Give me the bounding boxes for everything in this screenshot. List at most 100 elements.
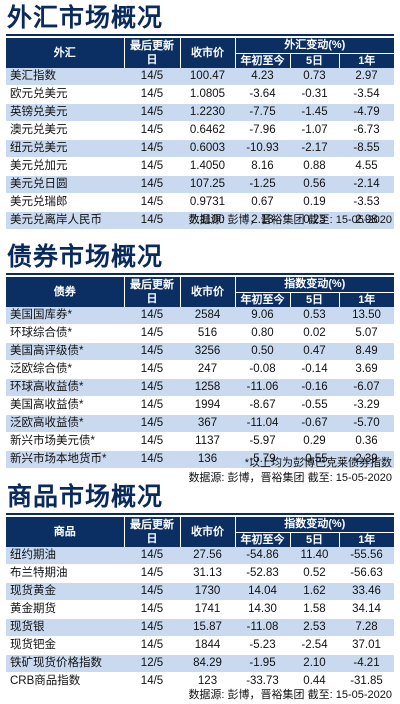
bond-row-close: 247 bbox=[180, 360, 235, 379]
fx-row-close: 1.2230 bbox=[180, 103, 235, 122]
commodity-row-ytd: -52.83 bbox=[235, 564, 290, 583]
fx-header-ytd: 年初至今 bbox=[235, 52, 291, 68]
commodity-table-row: 现货银 14/5 15.87 -11.08 2.53 7.28 bbox=[6, 618, 395, 637]
fx-row-date: 14/5 bbox=[124, 193, 180, 212]
fx-row-close: 1.4050 bbox=[180, 157, 235, 176]
fx-header-5d: 5日 bbox=[290, 52, 340, 68]
commodity-row-5d: 0.44 bbox=[290, 672, 339, 691]
fx-row-5d: 0.19 bbox=[290, 193, 339, 212]
commodity-row-date: 14/5 bbox=[124, 582, 180, 601]
commodity-row-ytd: -33.73 bbox=[235, 672, 290, 691]
bond-row-1y: 2.39 bbox=[339, 450, 395, 469]
bond-row-date: 14/5 bbox=[124, 414, 180, 433]
bond-row-date: 14/5 bbox=[124, 396, 180, 415]
fx-row-date: 14/5 bbox=[124, 103, 180, 122]
commodity-row-1y: -56.63 bbox=[339, 564, 395, 583]
fx-source: 数据源: 彭博，晋裕集团 截至: 15-05-2020 bbox=[188, 214, 392, 226]
bond-row-5d: -0.16 bbox=[290, 378, 339, 397]
bond-row-name: 美国高评级债* bbox=[6, 342, 124, 361]
commodity-row-5d: 2.10 bbox=[290, 654, 339, 673]
fx-table-row: 纽元兑美元 14/5 0.6003 -10.93 -2.17 -8.55 bbox=[6, 139, 395, 158]
fx-row-ytd: -1.25 bbox=[235, 175, 290, 194]
commodity-title-rule bbox=[6, 513, 394, 515]
fx-row-1y: 4.55 bbox=[339, 157, 395, 176]
bond-table-row: 美国高收益债* 14/5 1994 -8.67 -0.55 -3.29 bbox=[6, 396, 395, 415]
fx-row-5d: -2.17 bbox=[290, 139, 339, 158]
fx-table-row: 美汇指数 14/5 100.47 4.23 0.73 2.97 bbox=[6, 68, 395, 86]
bond-row-date: 14/5 bbox=[124, 432, 180, 451]
bond-header-name: 债券 bbox=[6, 277, 125, 307]
fx-row-ytd: 4.23 bbox=[235, 68, 290, 86]
bond-row-date: 14/5 bbox=[124, 307, 180, 325]
bond-row-1y: -6.07 bbox=[339, 378, 395, 397]
fx-table-row: 澳元兑美元 14/5 0.6462 -7.96 -1.07 -6.73 bbox=[6, 121, 395, 140]
fx-header-close: 收市价 bbox=[180, 38, 236, 68]
commodity-row-close: 84.29 bbox=[180, 654, 235, 673]
bond-row-ytd: -5.97 bbox=[235, 432, 290, 451]
bond-footnote: *以上均为彭博巴克莱债券指数 bbox=[244, 457, 392, 469]
bond-table-row: 新兴市场美元债* 14/5 1137 -5.97 0.29 0.36 bbox=[6, 432, 395, 451]
bond-row-close: 2584 bbox=[180, 307, 235, 325]
bond-row-close: 1137 bbox=[180, 432, 235, 451]
fx-row-date: 14/5 bbox=[124, 85, 180, 104]
commodity-row-name: 布兰特期油 bbox=[6, 564, 124, 583]
commodity-row-close: 1730 bbox=[180, 582, 235, 601]
bond-row-close: 367 bbox=[180, 414, 235, 433]
commodity-header-5d: 5日 bbox=[290, 531, 340, 547]
bond-row-1y: 8.49 bbox=[339, 342, 395, 361]
commodity-row-1y: -55.56 bbox=[339, 547, 395, 565]
bond-row-name: 新兴市场本地货币* bbox=[6, 450, 124, 469]
fx-row-date: 14/5 bbox=[124, 211, 180, 230]
fx-row-date: 14/5 bbox=[124, 68, 180, 86]
commodity-row-5d: 1.62 bbox=[290, 582, 339, 601]
bond-section-title: 债券市场概况 bbox=[7, 242, 164, 271]
fx-row-close: 7.1100 bbox=[180, 211, 235, 230]
fx-row-5d: 0.23 bbox=[290, 211, 339, 230]
fx-row-name: 美元兑加元 bbox=[6, 157, 124, 176]
commodity-row-date: 14/5 bbox=[124, 600, 180, 619]
commodity-row-ytd: 14.04 bbox=[235, 582, 290, 601]
bond-source: 数据源: 彭博，晋裕集团 截至: 15-05-2020 bbox=[188, 472, 392, 484]
commodity-row-1y: 37.01 bbox=[339, 636, 395, 655]
commodity-header-close: 收市价 bbox=[180, 517, 236, 547]
fx-row-5d: 0.88 bbox=[290, 157, 339, 176]
commodity-table-row: 铁矿现货价格指数 12/5 84.29 -1.95 2.10 -4.21 bbox=[6, 654, 395, 673]
commodity-table-row: 现货钯金 14/5 1844 -5.23 -2.54 37.01 bbox=[6, 636, 395, 655]
bond-table-row: 美国高评级债* 14/5 3256 0.50 0.47 8.49 bbox=[6, 342, 395, 361]
fx-table-row: 美元兑日圆 14/5 107.25 -1.25 0.56 -2.14 bbox=[6, 175, 395, 194]
commodity-row-ytd: -54.86 bbox=[235, 547, 290, 565]
commodity-table-row: CRB商品指数 14/5 123 -33.73 0.44 -31.85 bbox=[6, 672, 395, 691]
bond-row-5d: -0.67 bbox=[290, 414, 339, 433]
bond-row-date: 14/5 bbox=[124, 450, 180, 469]
fx-row-close: 100.47 bbox=[180, 68, 235, 86]
bond-row-5d: -0.14 bbox=[290, 360, 339, 379]
commodity-header-change: 指数变动(%) bbox=[235, 517, 395, 532]
commodity-table-row: 现货黄金 14/5 1730 14.04 1.62 33.46 bbox=[6, 582, 395, 601]
commodity-table: 商品 最后更新日 收市价 指数变动(%) 年初至今 5日 1年 纽约期油 14/5… bbox=[6, 517, 395, 691]
fx-row-date: 14/5 bbox=[124, 175, 180, 194]
bond-row-name: 环球高收益债* bbox=[6, 378, 124, 397]
bond-row-ytd: 9.06 bbox=[235, 307, 290, 325]
bond-row-5d: -0.55 bbox=[290, 396, 339, 415]
bond-table-row: 泛欧综合债* 14/5 247 -0.08 -0.14 3.69 bbox=[6, 360, 395, 379]
commodity-row-close: 27.56 bbox=[180, 547, 235, 565]
bond-row-1y: 0.36 bbox=[339, 432, 395, 451]
commodity-row-5d: 1.58 bbox=[290, 600, 339, 619]
fx-row-1y: -3.53 bbox=[339, 193, 395, 212]
commodity-row-1y: 7.28 bbox=[339, 618, 395, 637]
commodity-row-1y: -31.85 bbox=[339, 672, 395, 691]
commodity-row-date: 14/5 bbox=[124, 636, 180, 655]
commodity-row-name: 现货钯金 bbox=[6, 636, 124, 655]
bond-header-change: 指数变动(%) bbox=[235, 277, 395, 292]
fx-header-updated: 最后更新日 bbox=[124, 38, 181, 68]
commodity-row-name: 纽约期油 bbox=[6, 547, 124, 565]
bond-row-1y: 3.69 bbox=[339, 360, 395, 379]
commodity-header-ytd: 年初至今 bbox=[235, 531, 291, 547]
commodity-row-name: 现货银 bbox=[6, 618, 124, 637]
bond-row-5d: 0.29 bbox=[290, 432, 339, 451]
bond-row-1y: -5.70 bbox=[339, 414, 395, 433]
fx-header-change: 外汇变动(%) bbox=[235, 38, 395, 53]
fx-row-name: 美元兑日圆 bbox=[6, 175, 124, 194]
fx-row-ytd: -10.93 bbox=[235, 139, 290, 158]
commodity-header-1y: 1年 bbox=[339, 531, 395, 547]
